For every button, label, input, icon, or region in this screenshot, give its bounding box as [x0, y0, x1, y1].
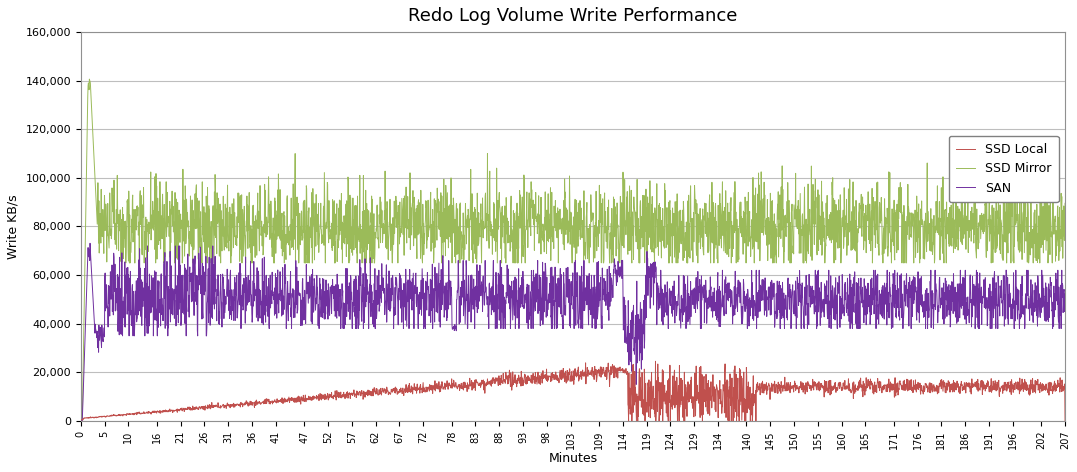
Legend: SSD Local, SSD Mirror, SAN: SSD Local, SSD Mirror, SAN: [949, 135, 1059, 202]
SSD Local: [494, 210, 507, 216]
SAN: [186, 406, 199, 412]
SAN: [74, 417, 87, 422]
SSD Mirror: [74, 418, 87, 424]
SSD Local: [187, 218, 200, 223]
SSD Local: [74, 418, 87, 424]
SAN: [649, 358, 662, 364]
SSD Local: [83, 76, 96, 82]
SSD Local: [246, 227, 258, 232]
SSD Local: [1039, 247, 1052, 253]
SAN: [451, 382, 464, 388]
Line: SSD Local: SSD Local: [81, 79, 1065, 421]
SAN: [934, 379, 947, 385]
SSD Mirror: [494, 281, 507, 287]
SSD Mirror: [187, 296, 200, 302]
SAN: [246, 399, 258, 405]
Title: Redo Log Volume Write Performance: Redo Log Volume Write Performance: [408, 7, 738, 25]
SSD Mirror: [84, 240, 97, 246]
SSD Mirror: [934, 294, 947, 300]
Line: SSD Mirror: SSD Mirror: [81, 243, 1065, 421]
SSD Local: [452, 224, 465, 230]
SSD Mirror: [1059, 291, 1072, 297]
SSD Local: [934, 257, 947, 263]
X-axis label: Minutes: Minutes: [548, 452, 598, 465]
Y-axis label: Write KB/s: Write KB/s: [6, 194, 20, 259]
SAN: [623, 418, 635, 424]
SAN: [494, 379, 507, 385]
SAN: [1059, 418, 1072, 424]
SSD Mirror: [452, 276, 465, 281]
SAN: [1040, 385, 1053, 391]
SSD Mirror: [1039, 319, 1052, 324]
Line: SAN: SAN: [81, 361, 1065, 421]
SSD Mirror: [246, 311, 258, 316]
SSD Local: [1059, 201, 1072, 206]
